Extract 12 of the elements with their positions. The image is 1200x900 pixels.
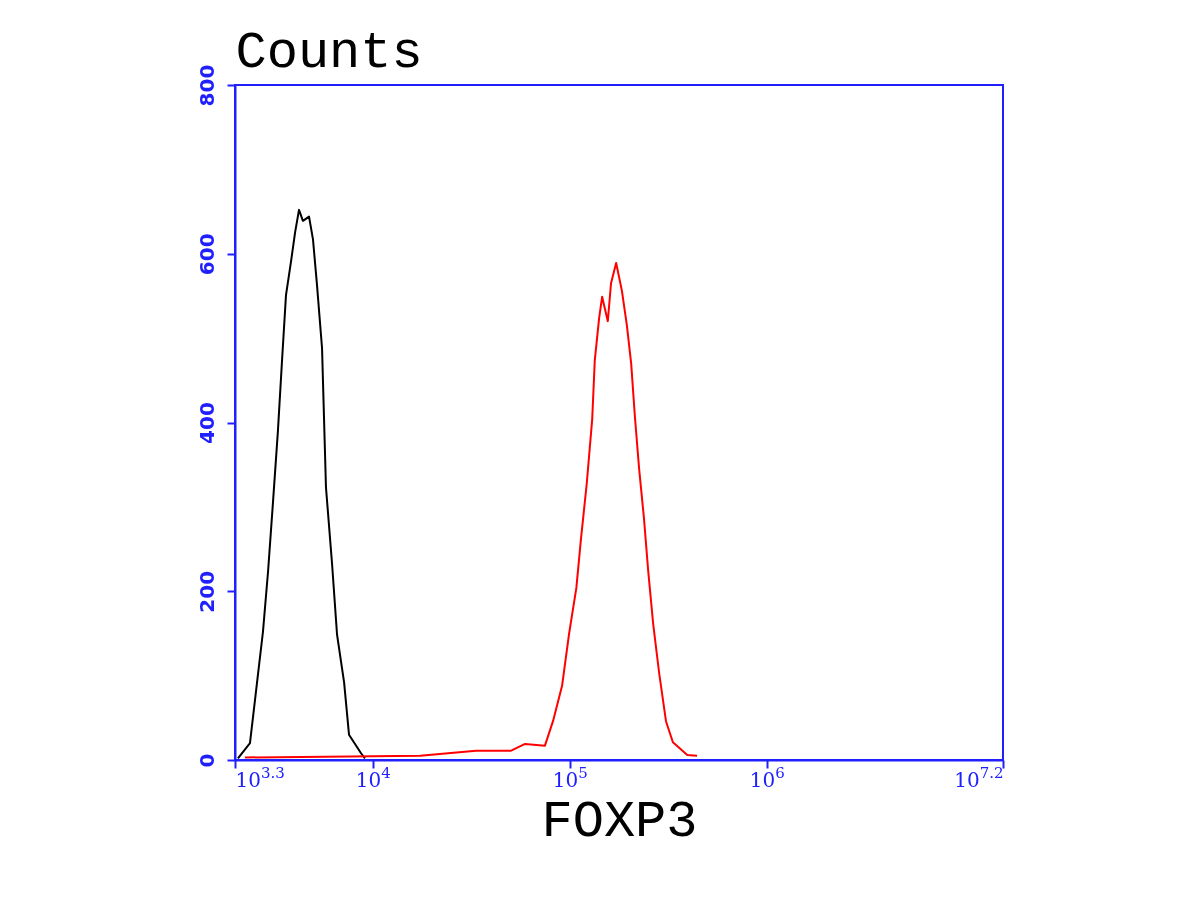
y-tick-label: 200 [194,570,219,613]
y-tick-label: 0 [194,753,219,768]
x-tick-label: 10$^{5}$ [552,763,588,792]
x-tick-label: 10$^{3.3}$ [235,763,285,792]
x-axis-title: FOXP3 [541,792,698,852]
y-tick-label: 800 [194,64,219,107]
y-axis-title: Counts [235,23,423,83]
x-tick-label: 10$^{4}$ [355,763,391,792]
y-tick-label: 400 [194,402,219,444]
y-tick-label: 600 [194,233,219,276]
x-tick-label: 10$^{7.2}$ [954,763,1004,792]
x-tick-label: 10$^{6}$ [749,763,785,792]
